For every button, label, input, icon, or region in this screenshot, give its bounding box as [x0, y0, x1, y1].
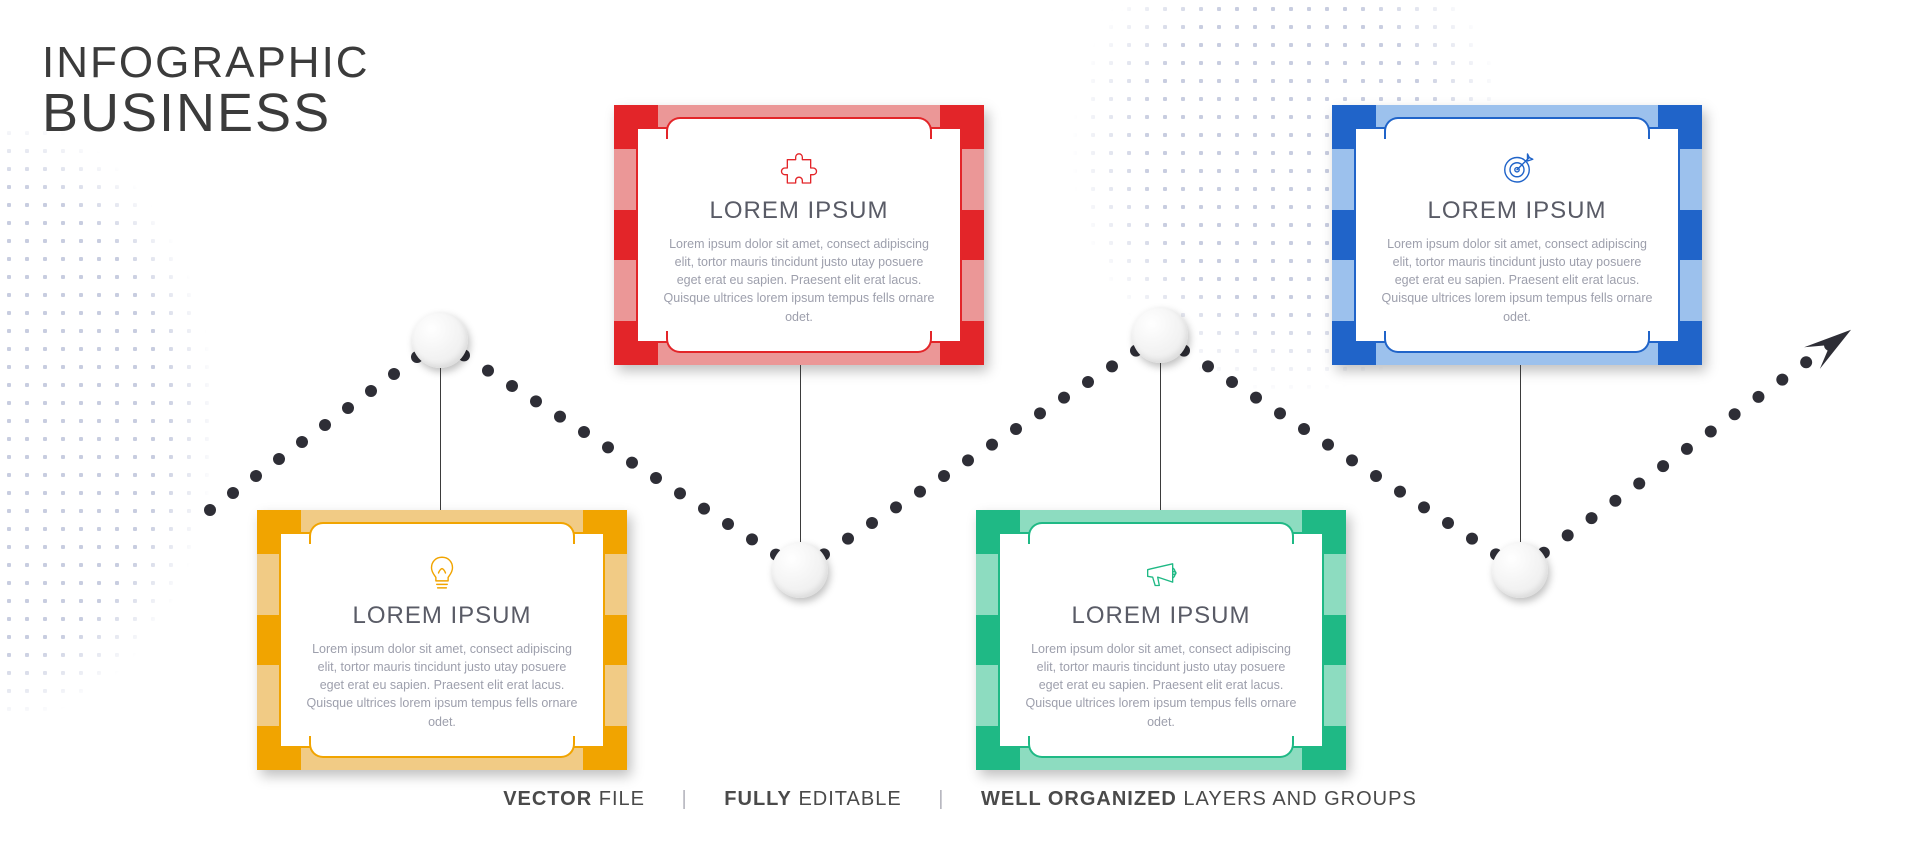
- connector-line: [1160, 363, 1161, 510]
- connector-line: [1520, 365, 1521, 542]
- connector-line: [440, 368, 441, 510]
- footer-text-1: EDITABLE: [792, 788, 902, 810]
- card-2: LOREM IPSUM Lorem ipsum dolor sit amet, …: [614, 105, 984, 365]
- footer-bold-1: FULLY: [724, 788, 792, 810]
- card-1: LOREM IPSUM Lorem ipsum dolor sit amet, …: [257, 510, 627, 770]
- halftone-left: [0, 70, 300, 770]
- page-title: INFOGRAPHIC BUSINESS: [42, 38, 370, 144]
- footer-sep-0: |: [682, 788, 688, 810]
- puzzle-icon: [776, 145, 822, 191]
- footer-text-2: LAYERS AND GROUPS: [1177, 788, 1417, 810]
- card-3: LOREM IPSUM Lorem ipsum dolor sit amet, …: [976, 510, 1346, 770]
- title-line-1: INFOGRAPHIC: [42, 38, 370, 88]
- bulb-icon: [419, 550, 465, 596]
- target-icon: [1494, 145, 1540, 191]
- footer-sep-1: |: [938, 788, 944, 810]
- megaphone-icon: [1138, 550, 1184, 596]
- card-body: Lorem ipsum dolor sit amet, consect adip…: [305, 640, 579, 731]
- timeline-node: [1492, 542, 1548, 598]
- card-body: Lorem ipsum dolor sit amet, consect adip…: [1024, 640, 1298, 731]
- timeline-node: [772, 542, 828, 598]
- card-title: LOREM IPSUM: [352, 602, 531, 630]
- footer-text-0: FILE: [592, 788, 645, 810]
- card-body: Lorem ipsum dolor sit amet, consect adip…: [662, 235, 936, 326]
- card-4: LOREM IPSUM Lorem ipsum dolor sit amet, …: [1332, 105, 1702, 365]
- timeline-node: [412, 312, 468, 368]
- footer-bold-0: VECTOR: [503, 788, 592, 810]
- footer-bold-2: WELL ORGANIZED: [981, 788, 1177, 810]
- card-title: LOREM IPSUM: [1071, 602, 1250, 630]
- timeline-node: [1132, 307, 1188, 363]
- card-body: Lorem ipsum dolor sit amet, consect adip…: [1380, 235, 1654, 326]
- title-line-2: BUSINESS: [42, 82, 370, 144]
- card-title: LOREM IPSUM: [709, 197, 888, 225]
- footer: VECTOR FILE | FULLY EDITABLE | WELL ORGA…: [0, 788, 1920, 811]
- card-title: LOREM IPSUM: [1427, 197, 1606, 225]
- connector-line: [800, 365, 801, 542]
